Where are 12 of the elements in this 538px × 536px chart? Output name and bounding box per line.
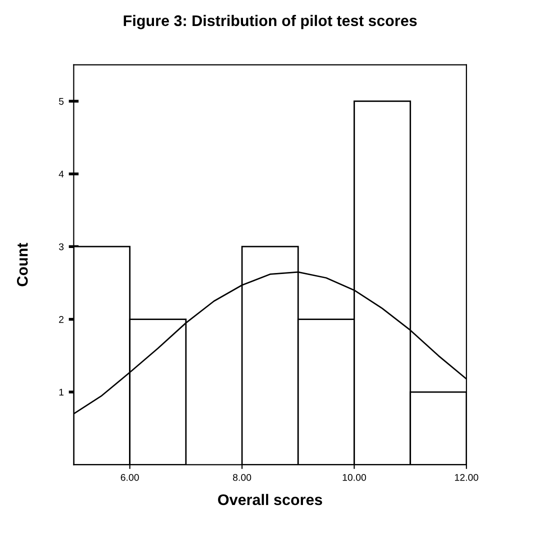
x-tick-label: 10.00 (342, 474, 366, 481)
y-tick-label: 2 (59, 316, 64, 323)
y-axis-title: Count (16, 242, 28, 286)
y-tick-label: 1 (59, 388, 64, 396)
y-tick-label: 3 (58, 243, 64, 250)
x-tick-label: 6.00 (120, 474, 139, 481)
y-tick-label: 5 (58, 98, 64, 105)
y-tick-label: 4 (58, 170, 64, 178)
x-tick-label: 8.00 (232, 474, 252, 481)
x-tick-label: 12.00 (455, 474, 478, 481)
x-axis-title: Overall scores (218, 494, 322, 506)
chart-title: Figure 3: Distribution of pilot test scores (124, 14, 417, 30)
